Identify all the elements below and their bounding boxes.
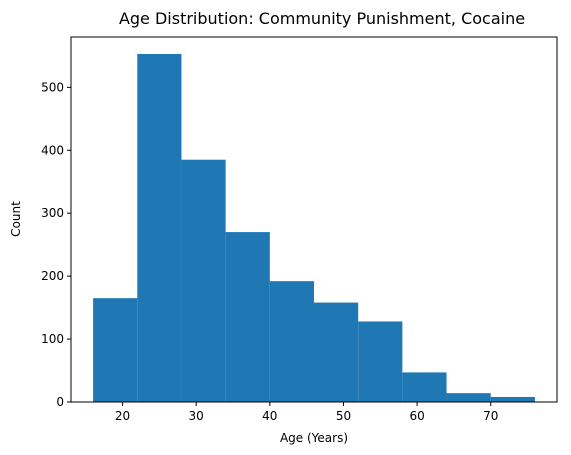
y-tick-label-300: 300: [41, 206, 64, 220]
histogram-bar-58-64: [402, 372, 447, 402]
histogram-bar-64-70: [446, 393, 491, 402]
histogram-bar-22-28: [137, 53, 182, 402]
histogram-bar-46-52: [314, 302, 359, 402]
x-tick-label-50: 50: [336, 409, 351, 423]
bars-group: [93, 53, 535, 402]
y-tick-label-400: 400: [41, 143, 64, 157]
y-tick-label-0: 0: [56, 395, 64, 409]
y-tick-label-500: 500: [41, 80, 64, 94]
x-axis-label: Age (Years): [280, 431, 348, 445]
histogram-bar-28-34: [181, 159, 226, 402]
x-tick-label-20: 20: [115, 409, 130, 423]
histogram-bar-34-40: [225, 232, 270, 402]
plot-frame: [70, 36, 558, 403]
axes-group: [70, 36, 558, 403]
x-ticks-group: 20 30 40 50 60 70: [115, 402, 498, 423]
x-tick-label-70: 70: [483, 409, 498, 423]
histogram-bar-40-46: [269, 281, 314, 402]
x-tick-label-60: 60: [409, 409, 424, 423]
histogram-bar-52-58: [358, 321, 403, 402]
x-tick-label-40: 40: [262, 409, 277, 423]
y-tick-label-200: 200: [41, 269, 64, 283]
y-axis-label: Count: [9, 201, 23, 237]
chart-title: Age Distribution: Community Punishment, …: [119, 9, 525, 28]
x-tick-label-30: 30: [189, 409, 204, 423]
y-ticks-group: 0 100 200 300 400 500: [41, 80, 71, 409]
histogram-bar-16-22: [93, 298, 138, 402]
histogram-bar-70-76: [490, 396, 535, 402]
y-tick-label-100: 100: [41, 332, 64, 346]
